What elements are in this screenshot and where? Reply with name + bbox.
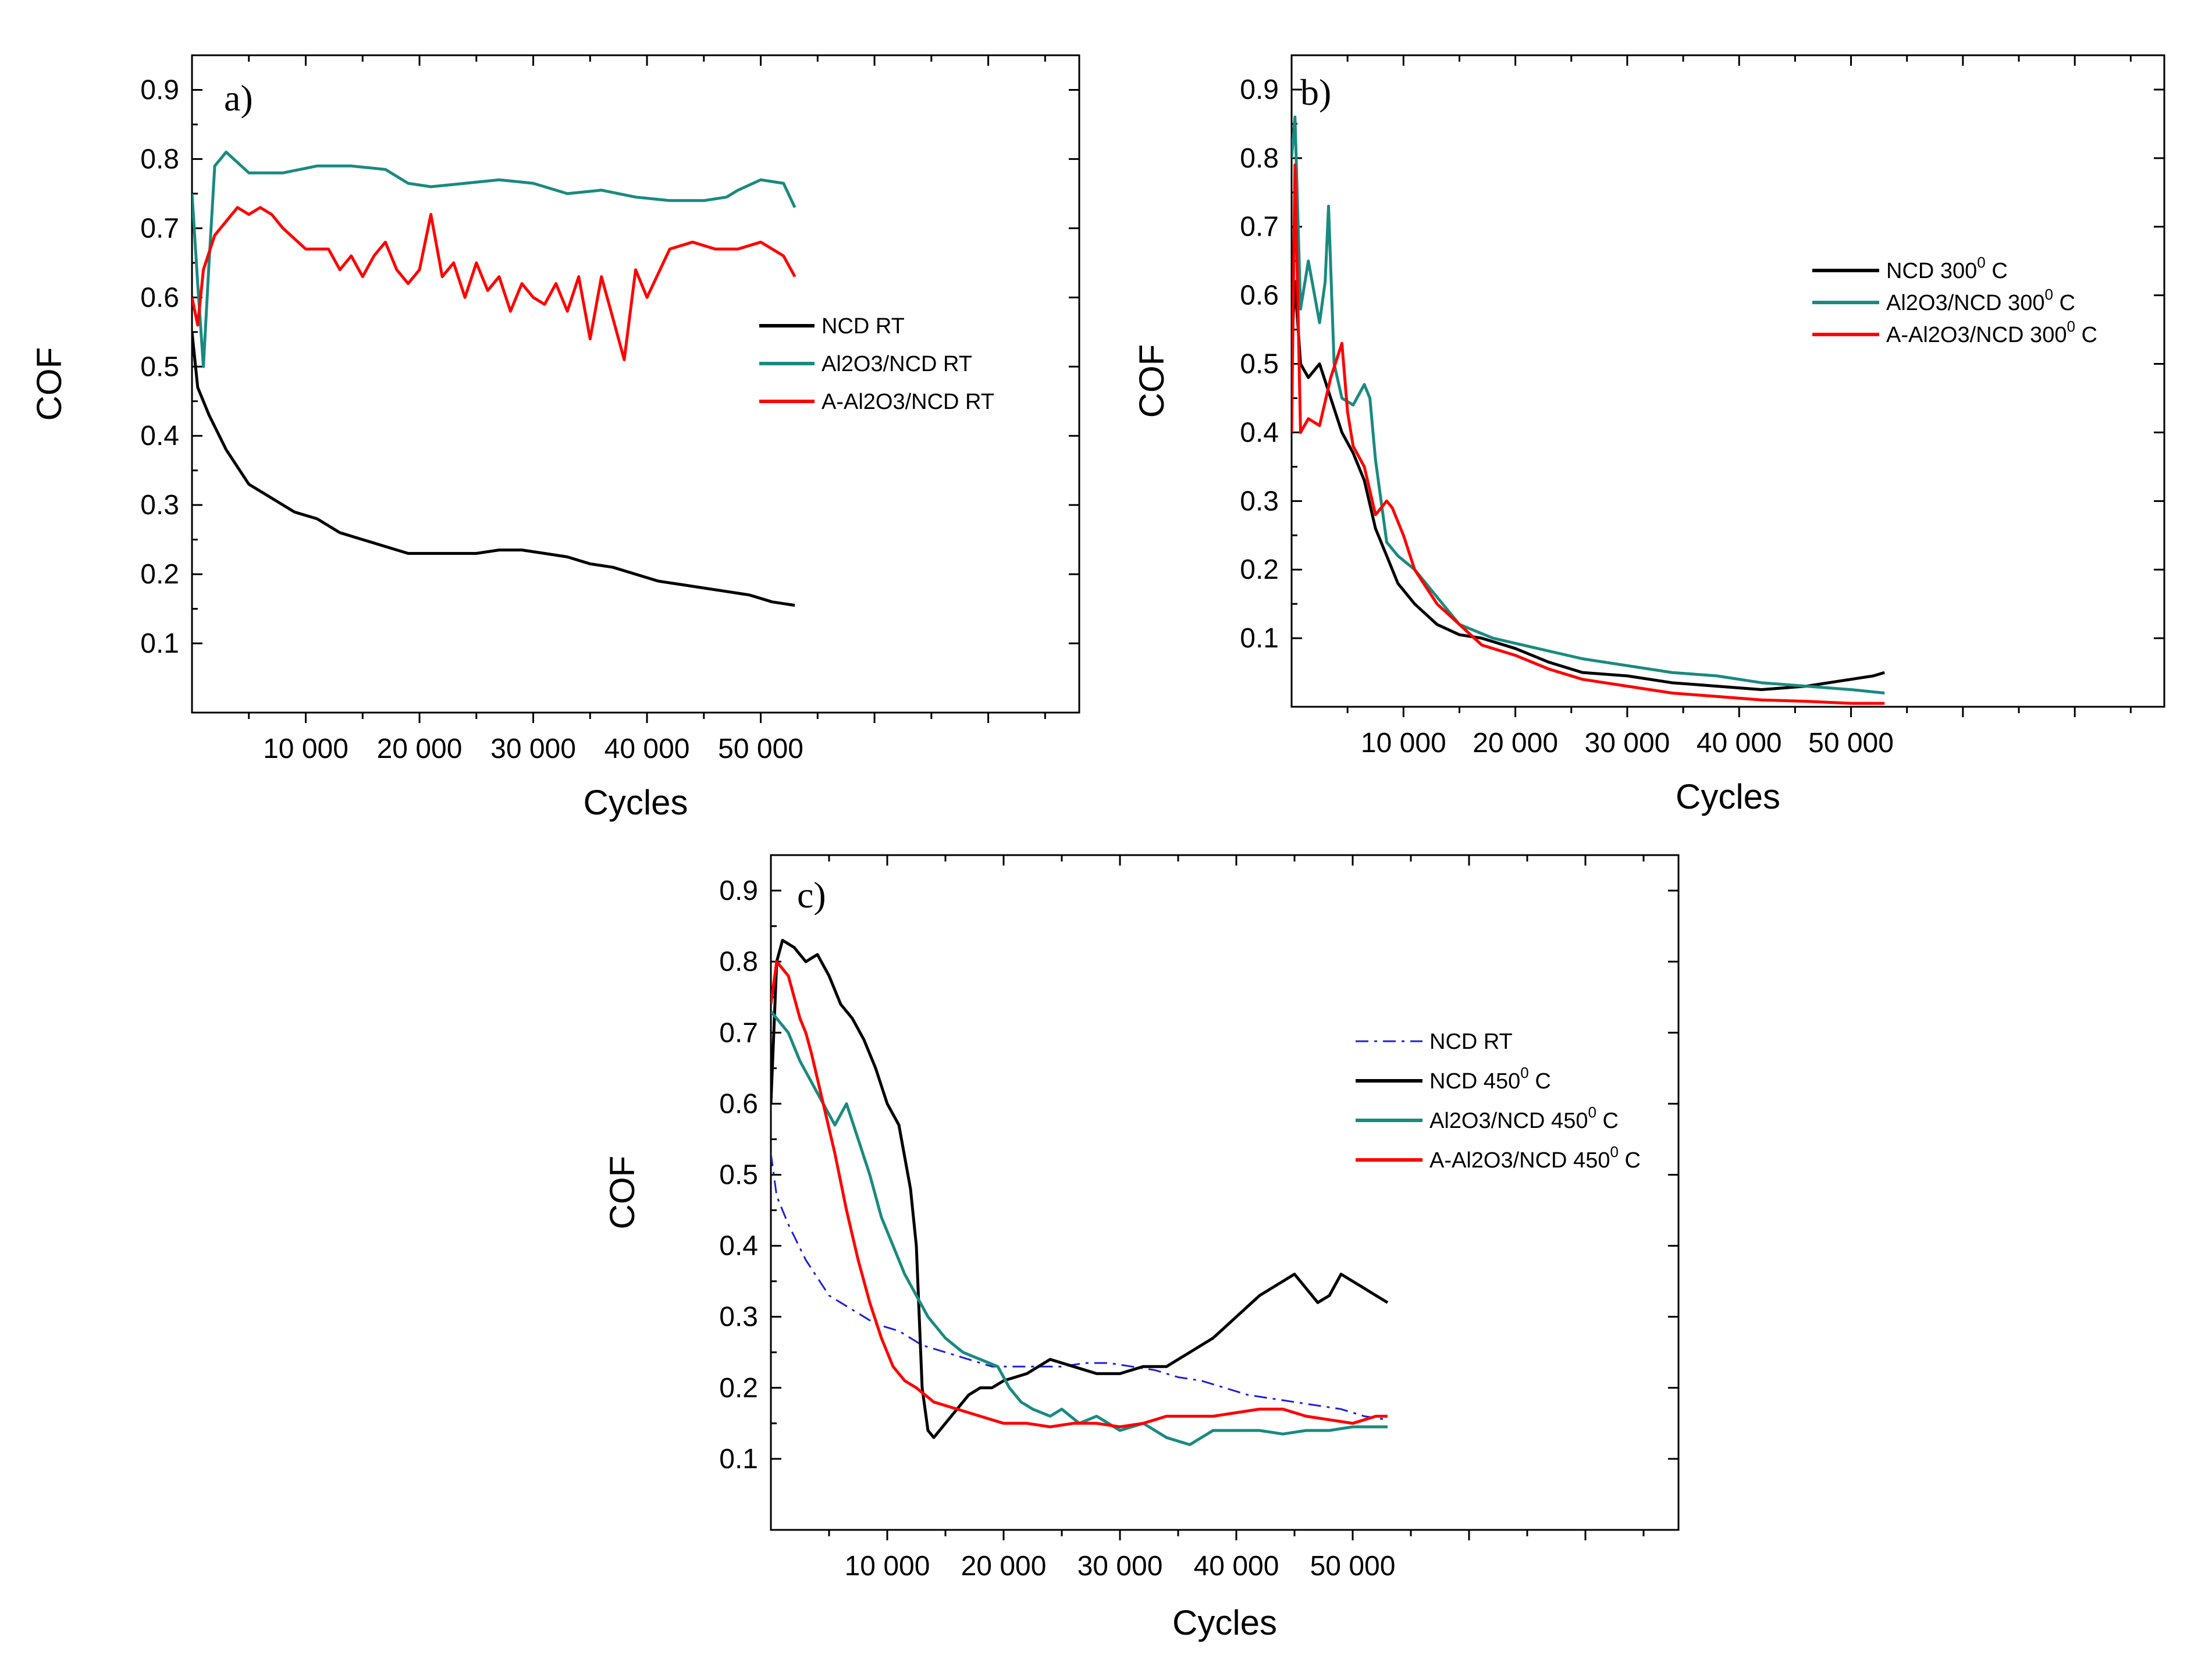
legend-unit: C xyxy=(1529,1069,1551,1094)
y-tick-label: 0.2 xyxy=(719,1373,758,1404)
x-tick-label: 20 000 xyxy=(961,1551,1047,1582)
plot-frame xyxy=(1290,54,2165,708)
y-tick-label: 0.2 xyxy=(140,559,179,590)
legend-label-2: A-Al2O3/NCD 3000 C xyxy=(1886,318,2097,347)
legend-label-0: NCD RT xyxy=(1429,1030,1513,1054)
series-line-0 xyxy=(1292,280,1885,691)
legend-unit: C xyxy=(2053,291,2075,315)
y-tick-label: 0.9 xyxy=(1240,74,1279,105)
plot-frame xyxy=(770,854,1680,1531)
x-tick-label: 20 000 xyxy=(1473,728,1558,759)
y-tick-label: 0.2 xyxy=(1240,554,1279,585)
series-line-1 xyxy=(1292,115,1885,695)
legend-label-2: Al2O3/NCD 4500 C xyxy=(1429,1103,1619,1133)
legend-unit: C xyxy=(1619,1148,1641,1173)
series-line-2 xyxy=(192,206,796,361)
y-tick-label: 0.6 xyxy=(140,282,179,313)
y-tick-label: 0.1 xyxy=(719,1444,758,1475)
y-tick-label: 0.7 xyxy=(719,1017,758,1048)
plot-frame xyxy=(191,54,1080,714)
x-tick-label: 40 000 xyxy=(1194,1551,1279,1582)
x-tick-label: 10 000 xyxy=(263,734,348,764)
legend-degree: 0 xyxy=(1610,1143,1618,1160)
chart-panel-b: 0.1 0.2 0.3 0.4 0.5 0.6 0.7 0.8 0.9 10 000 20 000 3… xyxy=(1132,54,2165,816)
y-tick-label: 0.5 xyxy=(1240,349,1279,380)
y-tick-label: 0.3 xyxy=(140,490,179,521)
x-tick-label: 10 000 xyxy=(845,1551,930,1582)
y-tick-label: 0.6 xyxy=(719,1088,758,1119)
y-tick-label: 0.5 xyxy=(140,351,179,382)
chart-panel-c: 0.1 0.2 0.3 0.4 0.5 0.6 0.7 0.8 0.9 10 000 20 000 3… xyxy=(603,854,1680,1642)
x-axis-title: Cycles xyxy=(1172,1603,1277,1642)
legend-degree: 0 xyxy=(1520,1064,1528,1081)
series-line-1 xyxy=(771,939,1389,1439)
y-tick-label: 0.4 xyxy=(140,421,179,451)
legend-label-3: A-Al2O3/NCD 4500 C xyxy=(1429,1143,1641,1173)
x-tick-label: 10 000 xyxy=(1361,728,1446,759)
y-axis-title: COF xyxy=(603,1156,642,1230)
x-axis-title: Cycles xyxy=(583,783,688,822)
series-line-0 xyxy=(192,332,795,607)
y-tick-label: 0.1 xyxy=(140,628,179,659)
x-tick-label: 40 000 xyxy=(1697,728,1782,759)
legend-unit: C xyxy=(1986,259,2008,283)
series-line-0 xyxy=(771,1153,1388,1421)
legend-label-1: Al2O3/NCD RT xyxy=(822,352,972,376)
legend-unit: C xyxy=(2075,323,2097,347)
legend-degree: 0 xyxy=(2044,286,2053,303)
legend-label-0: NCD 3000 C xyxy=(1886,254,2008,283)
legend-degree: 0 xyxy=(2067,318,2075,335)
y-tick-label: 0.7 xyxy=(140,213,179,244)
series-line-1 xyxy=(192,151,796,368)
y-tick-label: 0.3 xyxy=(1240,486,1279,517)
y-tick-label: 0.8 xyxy=(1240,143,1279,174)
x-tick-label: 30 000 xyxy=(1585,728,1670,759)
x-tick-label: 50 000 xyxy=(1808,728,1894,759)
y-tick-label: 0.4 xyxy=(719,1231,758,1262)
y-tick-label: 0.8 xyxy=(140,144,179,175)
legend-label-1: NCD 4500 C xyxy=(1429,1064,1551,1094)
legend-label-1: Al2O3/NCD 3000 C xyxy=(1886,286,2075,315)
x-tick-label: 50 000 xyxy=(718,734,803,764)
x-tick-label: 30 000 xyxy=(490,734,576,764)
y-tick-label: 0.9 xyxy=(140,74,179,105)
x-tick-label: 40 000 xyxy=(604,734,690,764)
panel-label: c) xyxy=(797,874,826,916)
y-tick-label: 0.9 xyxy=(719,875,758,906)
x-axis-title: Cycles xyxy=(1676,777,1780,816)
y-tick-label: 0.5 xyxy=(719,1159,758,1190)
chart-panel-a: 0.1 0.2 0.3 0.4 0.5 0.6 0.7 0.8 0.9 10 000 20 000 3… xyxy=(30,54,1080,822)
legend-label-0: NCD RT xyxy=(822,314,905,339)
x-tick-label: 50 000 xyxy=(1310,1551,1396,1582)
y-tick-label: 0.3 xyxy=(719,1302,758,1333)
y-axis-title: COF xyxy=(1132,344,1171,418)
panel-label: b) xyxy=(1300,72,1331,113)
y-axis-title: COF xyxy=(30,347,69,421)
legend-degree: 0 xyxy=(1588,1103,1596,1121)
y-tick-label: 0.6 xyxy=(1240,280,1279,311)
legend-degree: 0 xyxy=(1977,254,1985,271)
legend-unit: C xyxy=(1596,1109,1619,1133)
panel-label: a) xyxy=(224,77,253,119)
legend-label-2: A-Al2O3/NCD RT xyxy=(822,390,994,414)
y-tick-label: 0.7 xyxy=(1240,212,1279,243)
series-line-3 xyxy=(771,960,1388,1429)
x-tick-label: 30 000 xyxy=(1077,1551,1163,1582)
series-line-2 xyxy=(771,1010,1388,1446)
y-tick-label: 0.8 xyxy=(719,946,758,977)
y-tick-label: 0.4 xyxy=(1240,417,1279,448)
y-tick-label: 0.1 xyxy=(1240,623,1279,654)
series-line-2 xyxy=(1292,163,1885,705)
x-tick-label: 20 000 xyxy=(377,734,463,764)
